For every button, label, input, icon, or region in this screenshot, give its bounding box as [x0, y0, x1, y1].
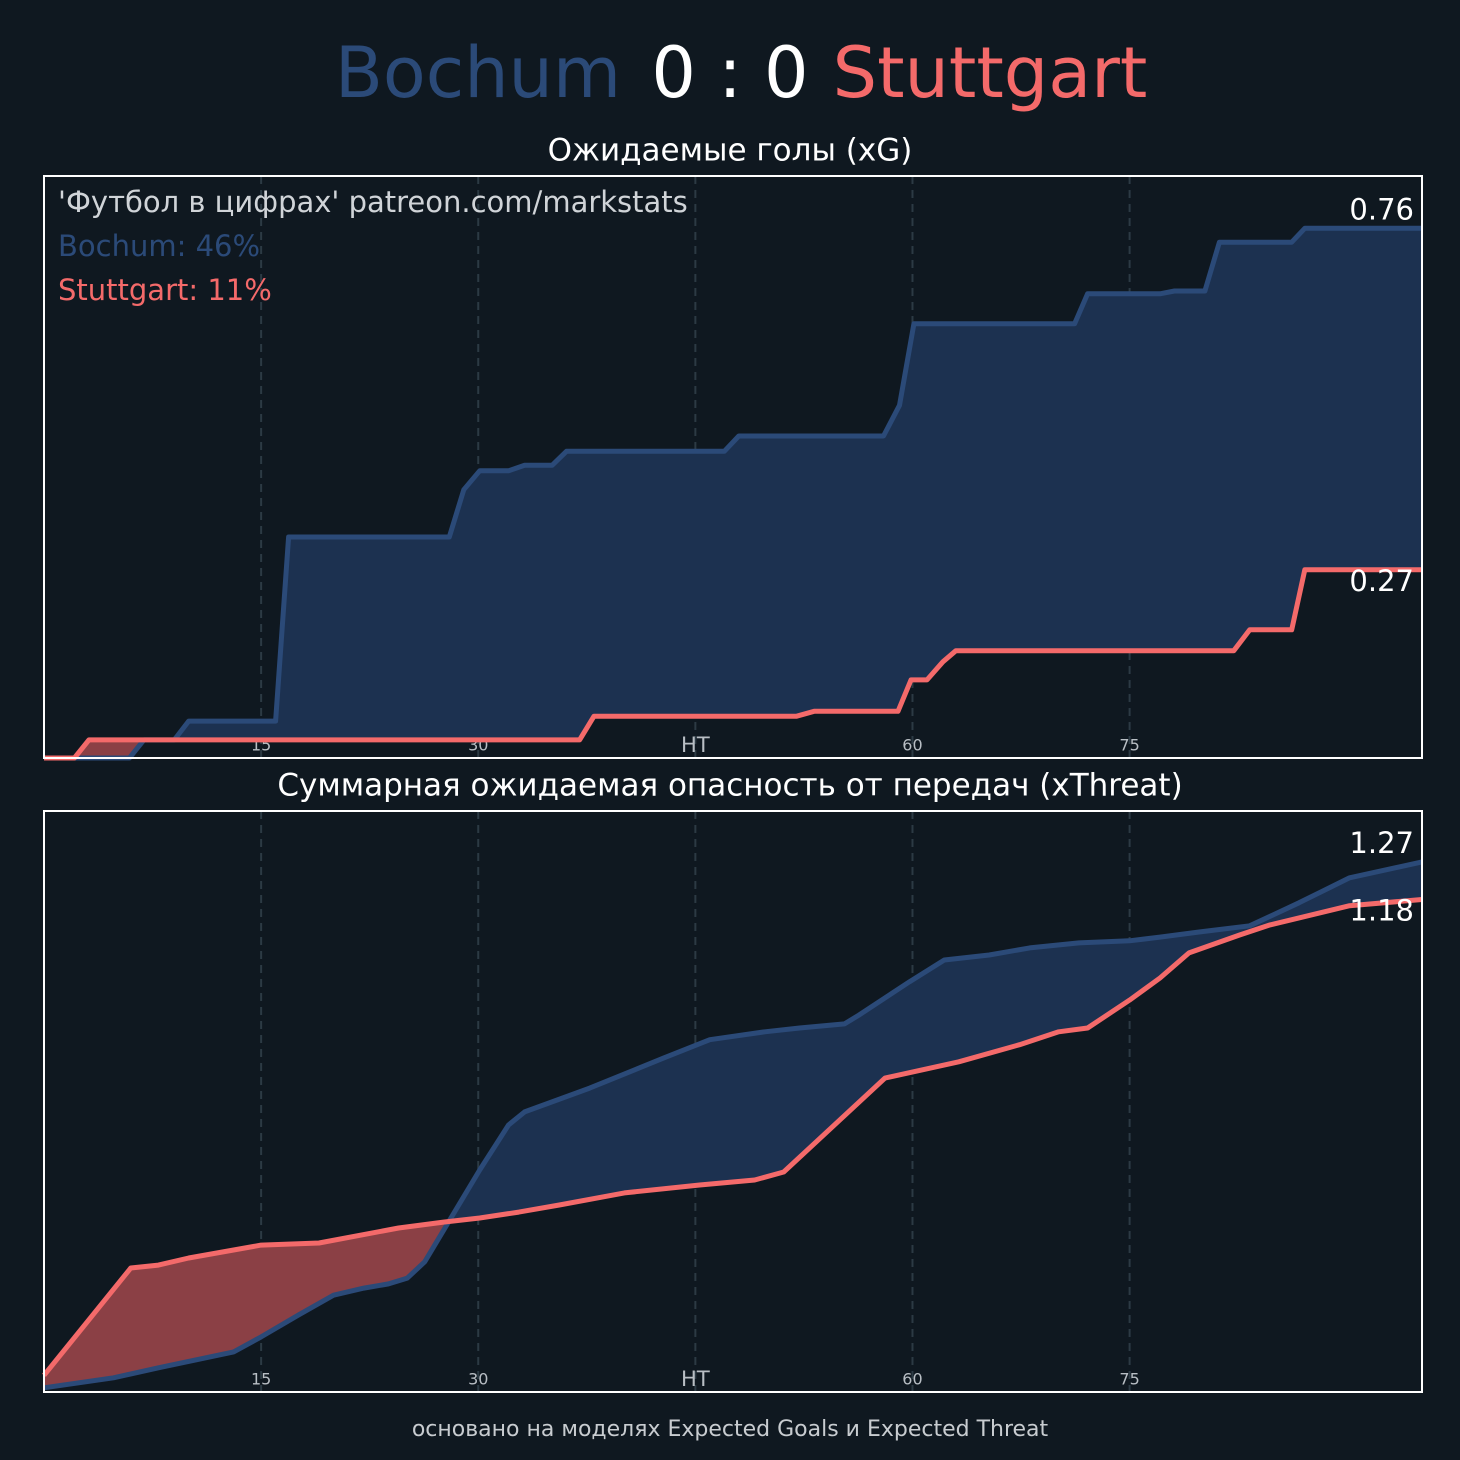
- footer: основано на моделях Expected Goals и Exp…: [412, 1417, 1049, 1442]
- score: 0 : 0: [651, 32, 808, 114]
- x-tick-label: 75: [1119, 736, 1139, 755]
- series-line: [44, 567, 1422, 761]
- x-tick-label: 75: [1119, 1370, 1139, 1389]
- series-line: [43, 859, 1423, 1391]
- legend-entry: Bochum: 46%: [58, 229, 260, 263]
- x-tick-label: HT: [681, 1367, 710, 1391]
- x-tick-label: HT: [681, 733, 710, 757]
- end-value-label: 0.27: [1349, 564, 1414, 598]
- plot-frame: [43, 175, 1423, 759]
- plot-frame: [43, 810, 1423, 1393]
- series-line: [44, 225, 1422, 761]
- x-tick-label: 15: [251, 1370, 271, 1389]
- end-value-label: 0.76: [1349, 192, 1414, 226]
- watermark: 'Футбол в цифрах' patreon.com/markstats: [58, 185, 688, 219]
- x-tick-label: 60: [902, 1370, 922, 1389]
- area-fill: [44, 228, 1422, 759]
- chart-title: Суммарная ожидаемая опасность от передач…: [277, 768, 1182, 804]
- series-line: [42, 897, 1423, 1377]
- end-value-label: 1.27: [1349, 826, 1414, 860]
- home-team: Bochum: [335, 32, 621, 114]
- chart-title: Ожидаемые голы (xG): [548, 133, 913, 169]
- end-value-label: 1.18: [1349, 893, 1414, 927]
- x-tick-label: 30: [468, 1370, 488, 1389]
- x-tick-label: 60: [902, 736, 922, 755]
- away-team: Stuttgart: [833, 32, 1148, 114]
- legend-entry: Stuttgart: 11%: [58, 273, 272, 307]
